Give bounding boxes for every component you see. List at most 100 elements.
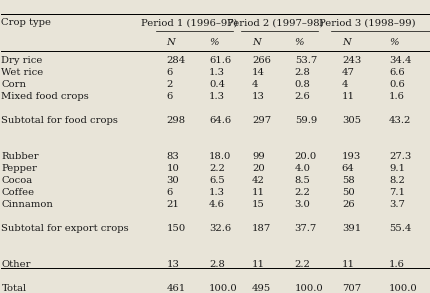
Text: N: N — [166, 38, 175, 47]
Text: 47: 47 — [341, 68, 354, 77]
Text: 58: 58 — [341, 176, 354, 185]
Text: 11: 11 — [251, 188, 264, 197]
Text: 32.6: 32.6 — [209, 224, 230, 233]
Text: 4: 4 — [341, 80, 347, 89]
Text: Total: Total — [1, 284, 27, 293]
Text: 26: 26 — [341, 200, 353, 209]
Text: 6.5: 6.5 — [209, 176, 224, 185]
Text: Coffee: Coffee — [1, 188, 34, 197]
Text: 266: 266 — [251, 56, 270, 65]
Text: 3.0: 3.0 — [294, 200, 310, 209]
Text: %: % — [388, 38, 397, 47]
Text: 0.4: 0.4 — [209, 80, 224, 89]
Text: 43.2: 43.2 — [388, 116, 410, 125]
Text: 100.0: 100.0 — [209, 284, 237, 293]
Text: 2.2: 2.2 — [294, 260, 310, 269]
Text: 3.7: 3.7 — [388, 200, 404, 209]
Text: 391: 391 — [341, 224, 360, 233]
Text: Other: Other — [1, 260, 31, 269]
Text: Mixed food crops: Mixed food crops — [1, 92, 89, 101]
Text: 1.3: 1.3 — [209, 92, 224, 101]
Text: N: N — [341, 38, 350, 47]
Text: 100.0: 100.0 — [294, 284, 323, 293]
Text: 11: 11 — [341, 260, 354, 269]
Text: 11: 11 — [251, 260, 264, 269]
Text: Period 1 (1996–97): Period 1 (1996–97) — [141, 18, 237, 27]
Text: 461: 461 — [166, 284, 185, 293]
Text: 8.5: 8.5 — [294, 176, 310, 185]
Text: 37.7: 37.7 — [294, 224, 316, 233]
Text: 150: 150 — [166, 224, 185, 233]
Text: 53.7: 53.7 — [294, 56, 316, 65]
Text: 6: 6 — [166, 92, 172, 101]
Text: 42: 42 — [251, 176, 264, 185]
Text: Pepper: Pepper — [1, 164, 37, 173]
Text: Cinnamon: Cinnamon — [1, 200, 53, 209]
Text: 15: 15 — [251, 200, 264, 209]
Text: 495: 495 — [251, 284, 270, 293]
Text: Subtotal for export crops: Subtotal for export crops — [1, 224, 129, 233]
Text: 187: 187 — [251, 224, 270, 233]
Text: 2.2: 2.2 — [294, 188, 310, 197]
Text: Period 2 (1997–98): Period 2 (1997–98) — [227, 18, 323, 27]
Text: 64.6: 64.6 — [209, 116, 230, 125]
Text: 20.0: 20.0 — [294, 152, 316, 161]
Text: 298: 298 — [166, 116, 185, 125]
Text: 0.6: 0.6 — [388, 80, 404, 89]
Text: 4.0: 4.0 — [294, 164, 310, 173]
Text: 11: 11 — [341, 92, 354, 101]
Text: Subtotal for food crops: Subtotal for food crops — [1, 116, 118, 125]
Text: 2.2: 2.2 — [209, 164, 224, 173]
Text: Rubber: Rubber — [1, 152, 39, 161]
Text: 6.6: 6.6 — [388, 68, 404, 77]
Text: 297: 297 — [251, 116, 270, 125]
Text: Dry rice: Dry rice — [1, 56, 43, 65]
Text: 2.6: 2.6 — [294, 92, 310, 101]
Text: 34.4: 34.4 — [388, 56, 411, 65]
Text: 27.3: 27.3 — [388, 152, 410, 161]
Text: 6: 6 — [166, 188, 172, 197]
Text: 13: 13 — [251, 92, 264, 101]
Text: 1.6: 1.6 — [388, 92, 404, 101]
Text: 64: 64 — [341, 164, 354, 173]
Text: 4.6: 4.6 — [209, 200, 224, 209]
Text: 7.1: 7.1 — [388, 188, 404, 197]
Text: Corn: Corn — [1, 80, 26, 89]
Text: 284: 284 — [166, 56, 185, 65]
Text: %: % — [294, 38, 304, 47]
Text: 8.2: 8.2 — [388, 176, 404, 185]
Text: 1.6: 1.6 — [388, 260, 404, 269]
Text: 4: 4 — [251, 80, 258, 89]
Text: 100.0: 100.0 — [388, 284, 417, 293]
Text: 59.9: 59.9 — [294, 116, 316, 125]
Text: 13: 13 — [166, 260, 179, 269]
Text: 243: 243 — [341, 56, 360, 65]
Text: 1.3: 1.3 — [209, 188, 224, 197]
Text: 9.1: 9.1 — [388, 164, 404, 173]
Text: 21: 21 — [166, 200, 179, 209]
Text: 2.8: 2.8 — [294, 68, 310, 77]
Text: 305: 305 — [341, 116, 360, 125]
Text: Period 3 (1998–99): Period 3 (1998–99) — [319, 18, 415, 27]
Text: 50: 50 — [341, 188, 354, 197]
Text: 193: 193 — [341, 152, 360, 161]
Text: %: % — [209, 38, 218, 47]
Text: Cocoa: Cocoa — [1, 176, 33, 185]
Text: 2: 2 — [166, 80, 172, 89]
Text: 1.3: 1.3 — [209, 68, 224, 77]
Text: 99: 99 — [251, 152, 264, 161]
Text: Wet rice: Wet rice — [1, 68, 43, 77]
Text: 10: 10 — [166, 164, 179, 173]
Text: N: N — [251, 38, 260, 47]
Text: 30: 30 — [166, 176, 178, 185]
Text: 707: 707 — [341, 284, 360, 293]
Text: 6: 6 — [166, 68, 172, 77]
Text: 2.8: 2.8 — [209, 260, 224, 269]
Text: 55.4: 55.4 — [388, 224, 410, 233]
Text: 0.8: 0.8 — [294, 80, 310, 89]
Text: 20: 20 — [251, 164, 264, 173]
Text: Crop type: Crop type — [1, 18, 51, 27]
Text: 18.0: 18.0 — [209, 152, 231, 161]
Text: 83: 83 — [166, 152, 178, 161]
Text: 61.6: 61.6 — [209, 56, 230, 65]
